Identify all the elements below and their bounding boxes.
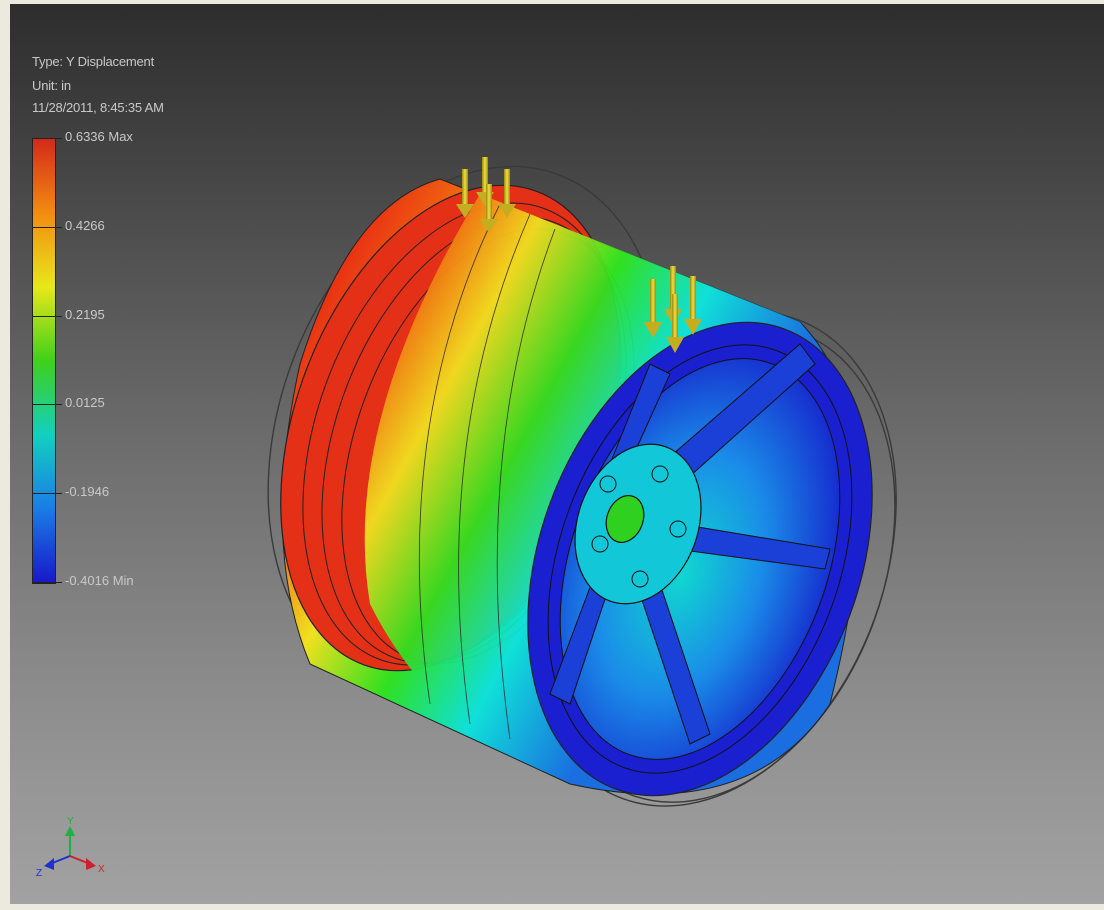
- legend-tick: [32, 404, 62, 405]
- legend-tick-label: -0.1946: [65, 484, 110, 499]
- load-arrow-group-top: [456, 157, 516, 233]
- legend-tick: [32, 227, 62, 228]
- result-unit-label: Unit: in: [32, 78, 71, 93]
- wheel-rim-model[interactable]: [10, 4, 1104, 904]
- load-arrows[interactable]: [456, 157, 702, 353]
- view-triad[interactable]: Y X Z: [32, 814, 132, 884]
- wheel-spokes: [549, 343, 831, 745]
- legend-tick: [32, 582, 62, 583]
- z-axis-label: Z: [36, 868, 42, 879]
- result-date-label: 11/28/2011, 8:45:35 AM: [32, 100, 164, 115]
- y-axis-label: Y: [67, 816, 74, 827]
- legend-tick-label: 0.4266: [65, 218, 105, 233]
- legend-tick-label: -0.4016 Min: [65, 573, 134, 588]
- wheel-hub: [574, 443, 702, 605]
- result-type-label: Type: Y Displacement: [32, 54, 154, 69]
- legend-tick: [32, 493, 62, 494]
- load-arrow-group-front: [644, 266, 702, 353]
- x-axis-arrow: [86, 858, 96, 870]
- z-axis-arrow: [44, 858, 54, 870]
- graphics-viewport[interactable]: Type: Y Displacement Unit: in 11/28/2011…: [10, 4, 1104, 904]
- legend-tick-label: 0.2195: [65, 307, 105, 322]
- legend-tick-label: 0.6336 Max: [65, 129, 133, 144]
- color-legend-bar: [32, 138, 56, 584]
- y-axis-arrow: [65, 826, 75, 836]
- legend-tick-label: 0.0125: [65, 395, 105, 410]
- legend-tick: [32, 138, 62, 139]
- x-axis-label: X: [98, 864, 105, 875]
- legend-tick: [32, 316, 62, 317]
- front-rim-face: [527, 321, 873, 797]
